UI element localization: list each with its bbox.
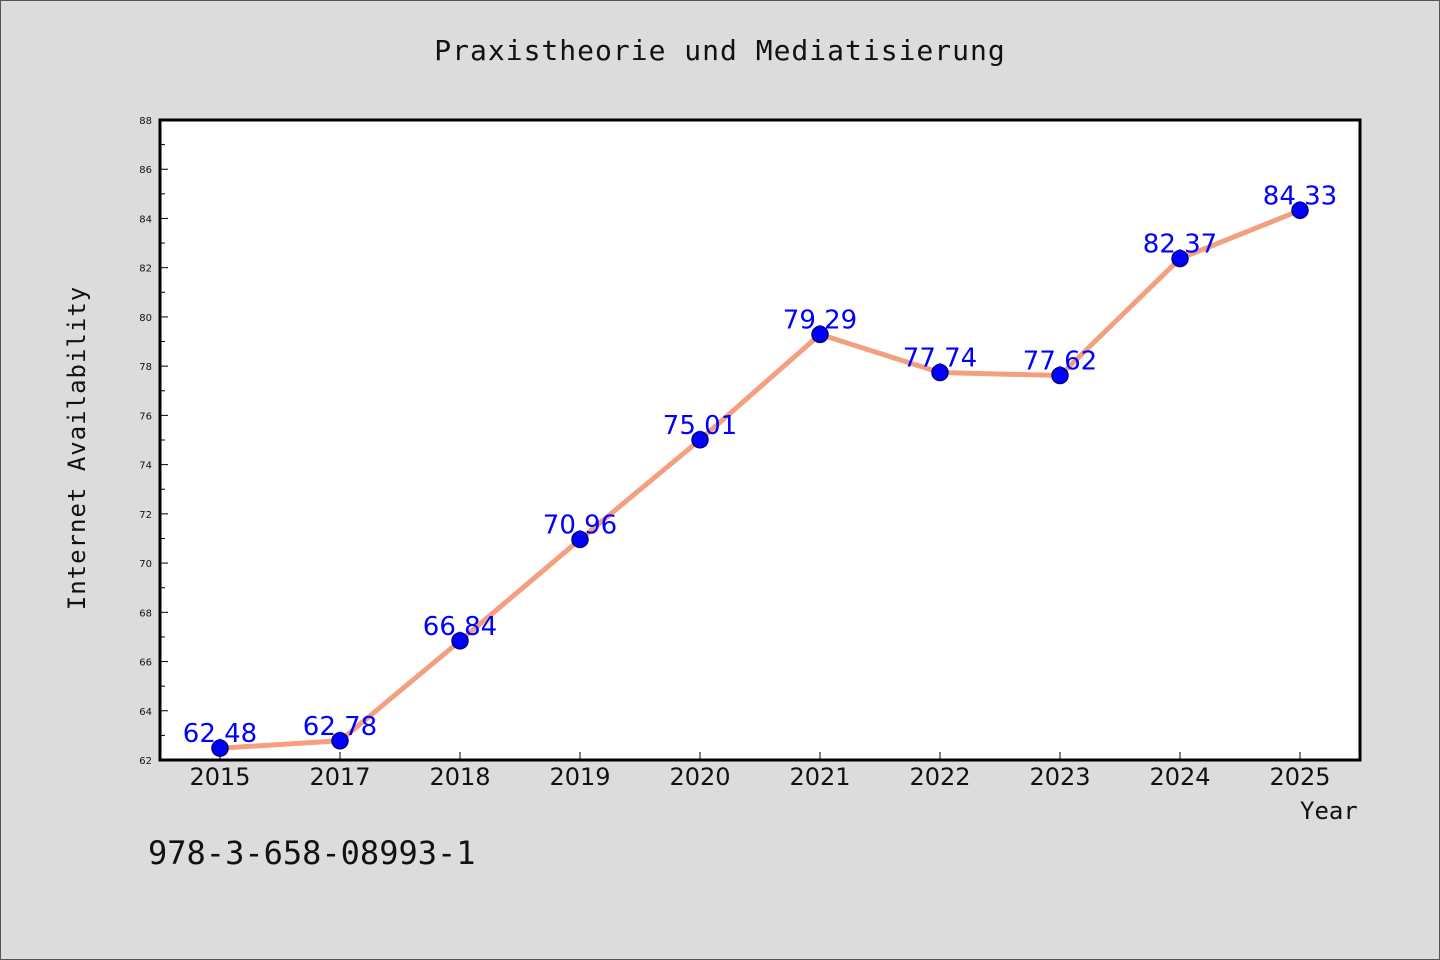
data-point bbox=[691, 431, 709, 449]
y-tick-label: 76 bbox=[139, 411, 152, 422]
y-tick-label: 88 bbox=[139, 116, 152, 127]
y-tick-label: 80 bbox=[139, 313, 152, 324]
data-label: 77.62 bbox=[1023, 347, 1097, 377]
y-tick-label: 82 bbox=[139, 264, 152, 275]
y-tick-label: 86 bbox=[139, 165, 152, 176]
y-axis: 62 64 66 68 70 72 74 76 78 80 82 84 86 88 bbox=[139, 116, 168, 767]
y-tick-label: 66 bbox=[139, 658, 152, 669]
data-point bbox=[451, 632, 469, 650]
x-tick-label: 2017 bbox=[309, 763, 370, 791]
data-label: 62.48 bbox=[183, 719, 257, 749]
y-tick-label: 70 bbox=[139, 559, 152, 570]
data-label: 66.84 bbox=[423, 612, 497, 642]
x-tick-label: 2022 bbox=[909, 763, 970, 791]
data-labels-group: 62.48 62.78 66.84 70.96 75.01 79.29 77.74 77.62… bbox=[183, 181, 1337, 749]
y-tick-label: 84 bbox=[139, 214, 152, 225]
data-point bbox=[931, 363, 949, 382]
x-tick-label: 2019 bbox=[549, 763, 610, 791]
data-point bbox=[1171, 249, 1189, 268]
data-label: 79.29 bbox=[783, 305, 857, 335]
x-axis: 2015 2017 2018 2019 2020 2021 2022 2023 2024 2025 bbox=[189, 752, 1331, 791]
chart-title: Praxistheorie und Mediatisierung bbox=[434, 34, 1006, 67]
data-point bbox=[1291, 201, 1309, 220]
x-tick-label: 2018 bbox=[429, 763, 490, 791]
series-line bbox=[217, 207, 1303, 751]
plot-area bbox=[158, 118, 1362, 762]
x-tick-label: 2023 bbox=[1029, 763, 1090, 791]
data-point bbox=[571, 530, 589, 549]
y-tick-label: 74 bbox=[139, 461, 152, 472]
x-tick-label: 2025 bbox=[1269, 763, 1330, 791]
isbn-text: 978-3-658-08993-1 bbox=[148, 834, 476, 872]
data-label: 84.33 bbox=[1263, 181, 1337, 211]
data-point bbox=[211, 739, 229, 757]
data-label: 62.78 bbox=[303, 712, 377, 742]
x-axis-label: Year bbox=[1300, 797, 1358, 825]
data-label: 77.74 bbox=[903, 344, 977, 374]
x-tick-label: 2024 bbox=[1149, 763, 1210, 791]
y-tick-label: 72 bbox=[139, 510, 152, 521]
x-tick-label: 2021 bbox=[789, 763, 850, 791]
data-point bbox=[1051, 366, 1069, 385]
series-line-group bbox=[217, 207, 1303, 751]
data-point bbox=[811, 325, 829, 344]
data-point bbox=[331, 732, 349, 750]
x-tick-label: 2020 bbox=[669, 763, 730, 791]
y-tick-label: 64 bbox=[139, 707, 152, 718]
data-label: 82.37 bbox=[1143, 230, 1217, 260]
y-tick-label: 68 bbox=[139, 608, 152, 619]
data-label: 75.01 bbox=[663, 411, 737, 441]
y-tick-label: 62 bbox=[139, 756, 152, 767]
data-label: 70.96 bbox=[543, 510, 617, 540]
y-tick-label: 78 bbox=[139, 362, 152, 373]
markers-group bbox=[211, 201, 1309, 757]
x-tick-label: 2015 bbox=[189, 763, 250, 791]
